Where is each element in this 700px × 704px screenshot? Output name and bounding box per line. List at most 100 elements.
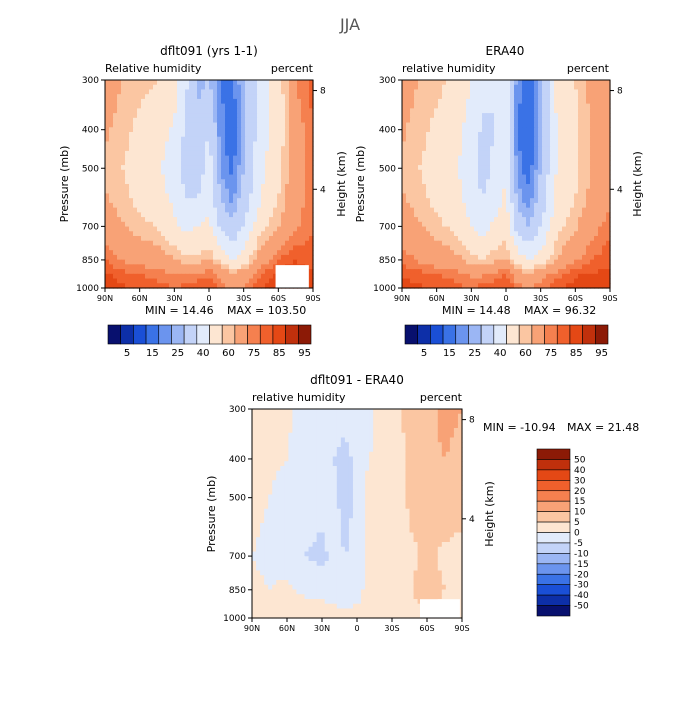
field-cell <box>442 222 447 227</box>
field-cell <box>345 414 350 419</box>
field-cell <box>518 236 523 241</box>
field-cell <box>518 250 523 255</box>
field-cell <box>594 208 599 213</box>
field-cell <box>253 264 258 269</box>
field-cell <box>602 236 607 241</box>
field-cell <box>245 123 250 128</box>
field-cell <box>149 231 154 236</box>
field-cell <box>418 198 423 203</box>
field-cell <box>249 94 254 99</box>
field-cell <box>253 113 258 118</box>
field-cell <box>153 123 158 128</box>
field-cell <box>256 409 261 414</box>
field-cell <box>213 193 218 198</box>
field-cell <box>381 414 386 419</box>
field-cell <box>478 241 483 246</box>
colorbar-label: 25 <box>171 348 184 359</box>
field-cell <box>197 89 202 94</box>
field-cell <box>598 151 603 156</box>
field-cell <box>325 414 330 419</box>
field-cell <box>305 423 310 428</box>
field-cell <box>265 123 270 128</box>
field-cell <box>522 165 527 170</box>
field-cell <box>245 250 250 255</box>
field-cell <box>289 89 294 94</box>
field-cell <box>522 217 527 222</box>
field-cell <box>562 137 567 142</box>
field-cell <box>414 132 419 137</box>
field-cell <box>121 94 126 99</box>
field-cell <box>430 127 435 132</box>
colorbar-label: 15 <box>146 348 159 359</box>
field-cell <box>562 160 567 165</box>
field-cell <box>161 151 166 156</box>
field-cell <box>229 156 234 161</box>
field-cell <box>590 89 595 94</box>
field-cell <box>161 137 166 142</box>
field-cell <box>217 85 222 90</box>
field-cell <box>446 227 451 232</box>
field-cell <box>530 231 535 236</box>
field-cell <box>470 193 475 198</box>
field-cell <box>257 208 262 213</box>
field-cell <box>486 269 491 274</box>
field-cell <box>173 137 178 142</box>
field-cell <box>582 208 587 213</box>
field-cell <box>197 94 202 99</box>
field-cell <box>181 212 186 217</box>
field-cell <box>510 127 515 132</box>
field-cell <box>442 94 447 99</box>
field-cell <box>277 175 282 180</box>
field-cell <box>161 99 166 104</box>
field-cell <box>474 156 479 161</box>
field-cell <box>253 198 258 203</box>
field-cell <box>305 409 310 414</box>
field-cell <box>253 203 258 208</box>
field-cell <box>562 104 567 109</box>
field-cell <box>446 108 451 113</box>
field-cell <box>526 274 531 279</box>
field-cell <box>273 123 278 128</box>
field-cell <box>173 260 178 265</box>
field-cell <box>113 94 118 99</box>
field-cell <box>253 160 258 165</box>
colorbar-swatch <box>456 325 469 344</box>
field-cell <box>550 227 555 232</box>
field-cell <box>113 137 118 142</box>
field-cell <box>273 141 278 146</box>
field-cell <box>598 241 603 246</box>
panel-model-subtitle-left: Relative humidity <box>105 62 202 75</box>
field-cell <box>213 85 218 90</box>
field-cell <box>518 274 523 279</box>
field-cell <box>225 108 230 113</box>
field-cell <box>570 212 575 217</box>
field-cell <box>474 236 479 241</box>
field-cell <box>462 212 467 217</box>
panel-obs-ylabel: Pressure (mb) <box>354 146 367 223</box>
field-cell <box>478 165 483 170</box>
field-cell <box>594 250 599 255</box>
field-cell <box>113 198 118 203</box>
field-cell <box>117 255 122 260</box>
field-cell <box>297 208 302 213</box>
field-cell <box>301 189 306 194</box>
field-cell <box>570 260 575 265</box>
field-cell <box>598 222 603 227</box>
field-cell <box>502 274 507 279</box>
field-cell <box>221 89 226 94</box>
field-cell <box>201 141 206 146</box>
field-cell <box>217 236 222 241</box>
field-cell <box>153 151 158 156</box>
field-cell <box>169 118 174 123</box>
field-cell <box>133 80 138 85</box>
field-cell <box>309 414 314 419</box>
field-cell <box>442 179 447 184</box>
field-cell <box>482 193 487 198</box>
field-cell <box>109 132 114 137</box>
field-cell <box>181 141 186 146</box>
field-cell <box>430 99 435 104</box>
field-cell <box>406 217 411 222</box>
field-cell <box>470 231 475 236</box>
field-cell <box>414 414 419 419</box>
field-cell <box>426 141 431 146</box>
